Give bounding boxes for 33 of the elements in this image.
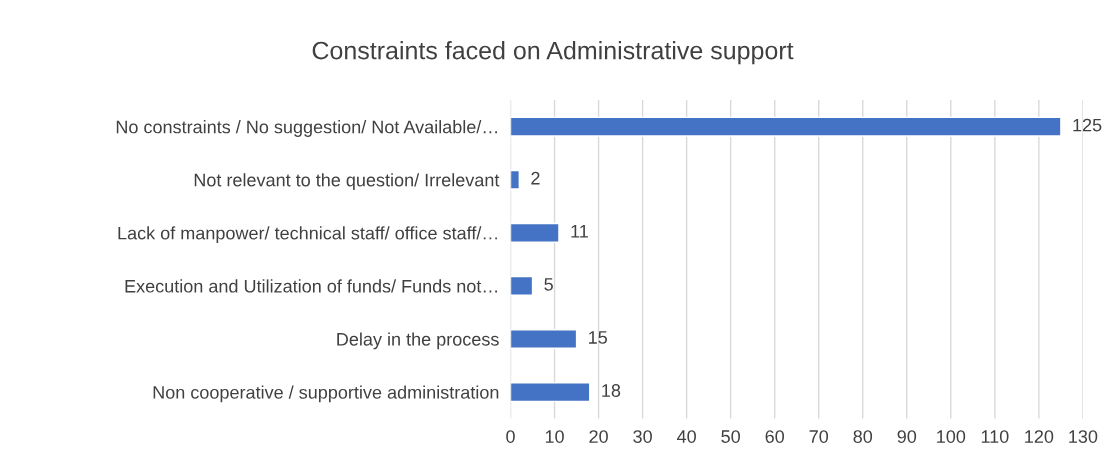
y-tick-label: Delay in the process [337, 332, 499, 350]
data-label: 125 [1073, 118, 1102, 132]
data-label: 2 [531, 171, 540, 185]
x-tick-label: 70 [809, 430, 829, 443]
x-tick-label: 50 [721, 430, 740, 443]
x-tick-label: 100 [937, 430, 966, 443]
bar [510, 275, 534, 296]
x-tick-label: 30 [633, 430, 652, 443]
data-label: 15 [589, 331, 607, 344]
x-tick-label: 80 [853, 430, 873, 443]
bar [510, 169, 521, 190]
y-tick-label: Lack of manpower/ technical staff/ office staff/… [118, 226, 497, 244]
chart-title: Constraints faced on Administrative support [312, 41, 794, 65]
x-tick-label: 110 [981, 430, 1009, 443]
bar [510, 328, 578, 349]
x-tick-label: 130 [1069, 430, 1098, 443]
bar [510, 116, 1062, 137]
x-tick-label: 10 [545, 430, 564, 443]
y-tick-label: Non cooperative / supportive administration [153, 385, 499, 403]
data-label: 18 [602, 384, 621, 397]
x-tick-label: 60 [765, 430, 785, 443]
x-tick-label: 90 [897, 430, 917, 443]
x-tick-label: 20 [589, 430, 608, 443]
bar [510, 382, 591, 403]
y-tick-label: No constraints / No suggestion/ Not Available/… [116, 120, 497, 137]
x-tick-label: 0 [506, 430, 515, 443]
x-tick-label: 120 [1025, 430, 1054, 443]
data-label: 5 [544, 278, 553, 291]
data-label: 11 [571, 225, 588, 238]
bar [510, 222, 560, 243]
y-tick-label: Execution and Utilization of funds/ Funds not… [125, 279, 497, 293]
x-tick-label: 40 [677, 430, 696, 443]
y-tick-label: Not relevant to the question/ Irrelevant [194, 173, 500, 191]
